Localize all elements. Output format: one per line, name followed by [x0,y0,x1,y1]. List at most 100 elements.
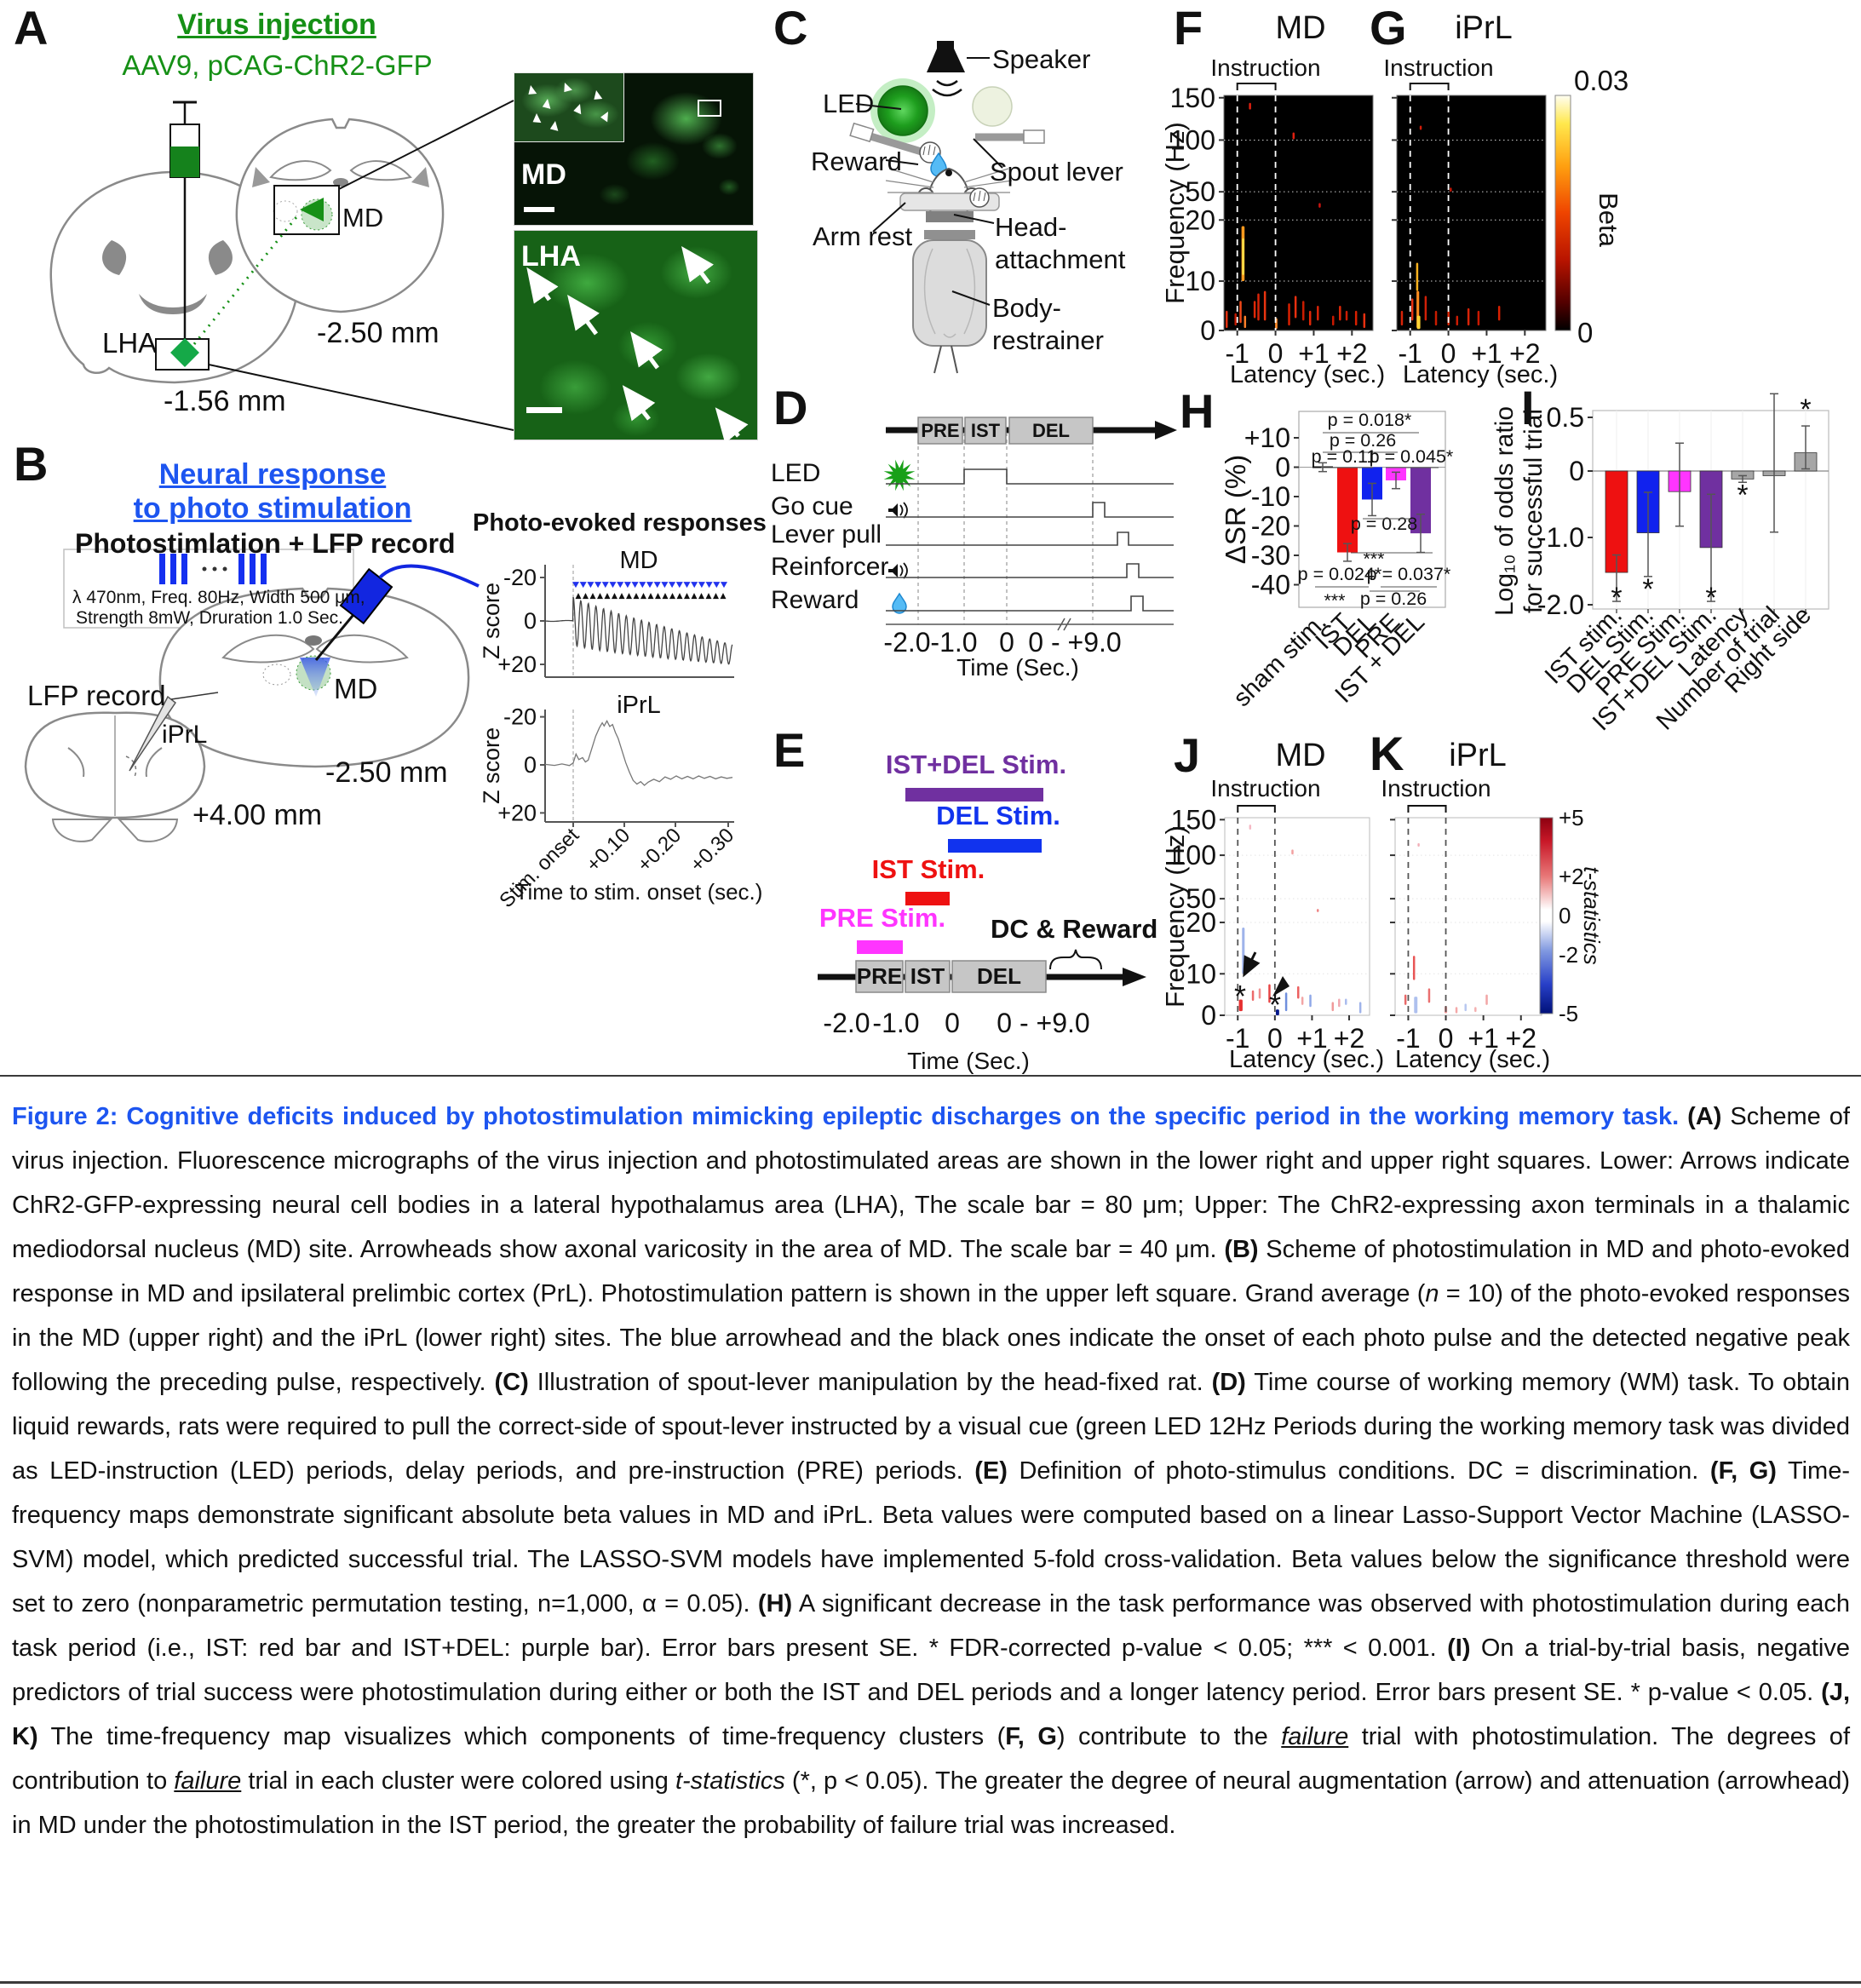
svg-text:+2: +2 [1559,864,1584,889]
svg-text:-30: -30 [1251,540,1290,571]
svg-text:-20: -20 [503,704,537,730]
caption-segment: trial with photostimulation. The degrees… [12,1723,1850,1795]
evoked-xlabel: Time to stim. onset (sec.) [514,879,763,905]
panel-b-coord-400: +4.00 mm [192,799,323,831]
svg-text:IST + DEL: IST + DEL [1330,608,1430,708]
svg-text:Right side: Right side [1720,601,1817,698]
svg-text:-1.0: -1.0 [1537,522,1584,553]
svg-text:-2.0: -2.0 [883,627,930,658]
svg-text:*: * [1269,987,1281,1022]
svg-text:PRE Stim.: PRE Stim. [819,903,945,933]
panel-c-letter: C [773,1,808,55]
colorbar-beta-min: 0 [1577,317,1594,348]
svg-text:-2.0: -2.0 [1537,589,1584,620]
caption-segment: Scheme of photostimulation in MD and pho… [12,1236,1850,1307]
panel-a-subtitle: AAV9, pCAG-ChR2-GFP [122,49,433,81]
svg-text:***: *** [1363,549,1385,569]
caption-segment: (*, p < 0.05). The greater the degree of… [12,1767,1850,1839]
panel-e-chart: IST+DEL Stim. DEL Stim. IST Stim. PRE Stim.… [818,750,1146,1038]
panel-f-letter: F [1174,1,1203,55]
svg-text:p = 0.11: p = 0.11 [1312,446,1377,467]
svg-text:IST+DEL Stim.: IST+DEL Stim. [1588,601,1722,736]
panel-b-subtitle: Photostimlation + LFP record [75,528,456,559]
svg-text:p = 0.037*: p = 0.037* [1367,564,1451,584]
instruction-label-k: Instruction [1381,775,1491,802]
caption-segment: = 10) of the photo-evoked responses in t… [12,1280,1851,1396]
caption-segment: t-statistics [675,1767,785,1795]
caption-segment: Definition of photo-stimulus conditions.… [1007,1457,1710,1485]
panel-j-letter: J [1174,728,1201,782]
body-restrainer-label-1: Body- [992,293,1061,323]
panel-e-letter: E [773,723,806,777]
caption-segment: F, G [1005,1723,1057,1750]
svg-text:for successful trial: for successful trial [1519,409,1548,613]
caption-segment: Time course of working memory (WM) task.… [12,1369,1851,1485]
svg-text:p = 0.045*: p = 0.045* [1370,446,1454,467]
caption-segment: On a trial-by-trial basis, negative pred… [12,1635,1850,1706]
caption-segment: n [1425,1280,1439,1307]
caption-segment: Time-frequency maps demonstrate signific… [12,1457,1850,1617]
svg-text:Number of trial: Number of trial [1651,601,1785,735]
svg-text:0: 0 [999,627,1014,658]
panel-g-letter: G [1370,1,1407,55]
bottom-rule [0,1981,1861,1984]
svg-text:0: 0 [524,752,537,778]
svg-text:+20: +20 [497,800,537,825]
svg-text:0: 0 [1201,1000,1216,1031]
arm-rest-label: Arm rest [813,221,913,251]
svg-text:100: 100 [1170,124,1215,155]
svg-text:Z score: Z score [479,727,504,804]
svg-text:t-statistics: t-statistics [1579,866,1605,965]
panel-f-title: MD [1275,10,1326,46]
led-label: LED [823,89,875,118]
panel-b-title-1: Neural response [158,458,387,491]
svg-text:-5: -5 [1559,1001,1578,1026]
svg-text:DEL Stim.: DEL Stim. [936,801,1060,830]
micrograph-md-inset [514,72,624,142]
caption-segment: Scheme of virus injection. Fluorescence … [12,1103,1850,1263]
svg-text:Z score: Z score [479,583,504,659]
svg-text:Frequency (Hz): Frequency (Hz) [1160,122,1190,304]
svg-text:*: * [1234,979,1246,1014]
caption-segment: (C) [494,1369,529,1396]
colorbar-beta: Beta [1554,95,1623,331]
caption-segment: (E) [974,1457,1008,1485]
micrograph-md-label: MD [521,158,566,191]
head-attachment-label-1: Head- [995,212,1067,242]
svg-text:IST: IST [910,963,945,989]
panel-b-title-2: to photo stimulation [133,492,412,525]
colorbar-tstat: +5 +2 0 -2 -5 t-statistics [1539,805,1605,1026]
svg-text:Latency: Latency [1673,601,1754,682]
svg-text:p = 0.024*: p = 0.024* [1298,564,1382,584]
panel-i-chart: 0.50-1.0-2.0 *IST stim.*DEL Stim.PRE Stim… [1491,393,1829,736]
panel-d-letter: D [773,381,808,434]
svg-text:0: 0 [1569,456,1584,486]
panel-k-title: iPrL [1449,738,1507,773]
svg-text:Lever pull: Lever pull [771,520,882,549]
svg-text:10: 10 [1185,266,1215,296]
panel-h-letter: H [1180,384,1215,438]
latency-label-g: Latency (sec.) [1403,361,1559,388]
svg-text:***: *** [1324,590,1346,611]
svg-text:-1.0: -1.0 [930,627,977,658]
evoked-iprl-title: iPrL [617,692,661,719]
pulse-note-1: λ 470nm, Freq. 80Hz, Width 500 μm, [72,588,365,607]
svg-text:IST: IST [971,420,1001,441]
panel-a-coord-250: -2.50 mm [317,317,439,349]
body-restrainer-label-2: restrainer [992,325,1104,355]
caption-segment: (H) [757,1590,793,1617]
panel-i-letter: I [1521,381,1535,434]
svg-text:0: 0 [945,1008,960,1038]
panel-k-letter: K [1370,727,1404,780]
svg-text:PRE: PRE [857,963,902,989]
panel-a-md-label: MD [342,203,384,233]
micrograph-lha-label: LHA [521,240,581,273]
svg-text:PRE: PRE [1350,608,1405,664]
svg-text:-20: -20 [503,565,537,590]
svg-text:IST: IST [1310,608,1357,655]
svg-text:PRE: PRE [921,420,959,441]
svg-text:+5: +5 [1559,805,1584,830]
